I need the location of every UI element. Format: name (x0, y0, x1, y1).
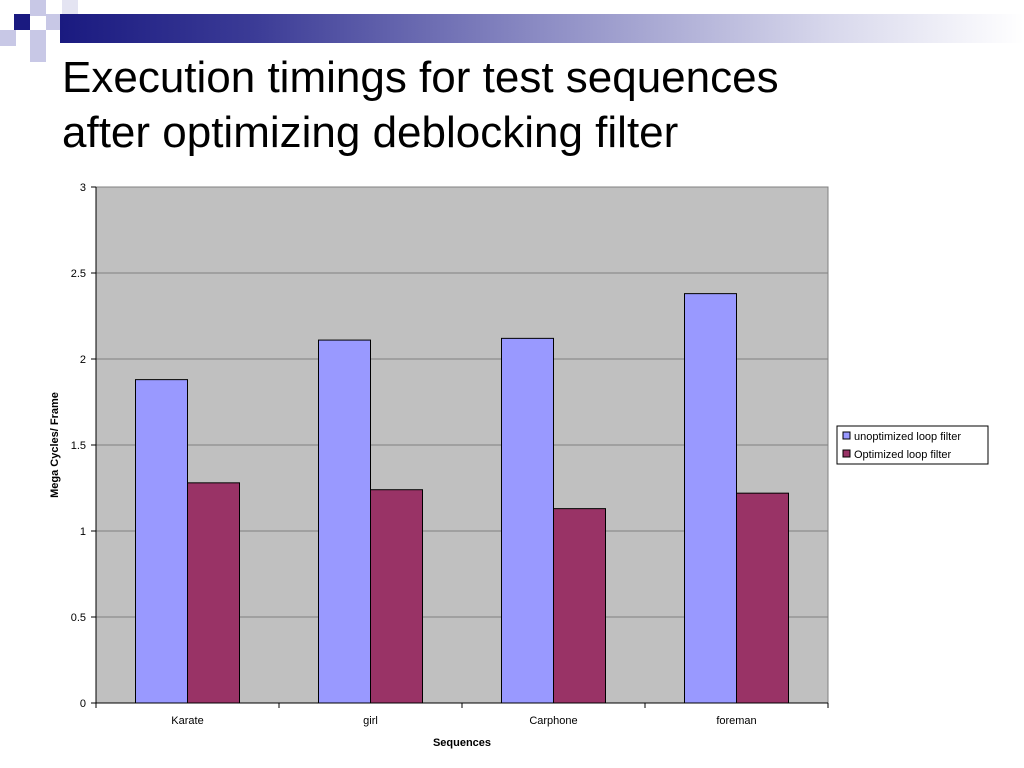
slide-title-line-2: after optimizing deblocking filter (62, 108, 679, 157)
bar (135, 379, 188, 704)
x-axis-label: Sequences (433, 737, 491, 749)
bar (370, 489, 423, 704)
y-tick-label: 2.5 (71, 268, 86, 280)
y-axis-ticks: 0 0.5 1 1.5 2 2.5 3 (71, 182, 96, 710)
bar (736, 492, 789, 704)
x-tick-label: Carphone (529, 715, 577, 727)
bar (318, 339, 371, 704)
y-tick-label: 1 (80, 526, 86, 538)
slide-title-line-1: Execution timings for test sequences (62, 53, 779, 102)
y-axis-label: Mega Cycles/ Frame (49, 392, 61, 498)
x-tick-label: girl (363, 715, 378, 727)
y-tick-label: 1.5 (71, 440, 86, 452)
bar (684, 293, 737, 704)
legend-box (836, 425, 989, 465)
y-tick-label: 0 (80, 698, 86, 710)
legend: unoptimized loop filter Optimized loop fi… (836, 425, 989, 465)
bar (553, 508, 606, 704)
bar (501, 337, 554, 704)
bars (135, 293, 789, 704)
x-axis-ticks: Karate girl Carphone foreman (95, 703, 829, 727)
y-tick-label: 2 (80, 354, 86, 366)
legend-swatch (842, 431, 851, 440)
y-tick-label: 3 (80, 182, 86, 194)
legend-swatch (842, 449, 851, 458)
y-tick-label: 0.5 (71, 612, 86, 624)
corner-decoration (0, 0, 78, 62)
legend-label: unoptimized loop filter (854, 431, 961, 443)
x-tick-label: foreman (716, 715, 756, 727)
bar (187, 482, 240, 704)
slide-title: Execution timings for test sequences aft… (62, 50, 1002, 160)
legend-label: Optimized loop filter (854, 449, 952, 461)
title-bar-gradient (60, 14, 1024, 43)
x-tick-label: Karate (171, 715, 203, 727)
